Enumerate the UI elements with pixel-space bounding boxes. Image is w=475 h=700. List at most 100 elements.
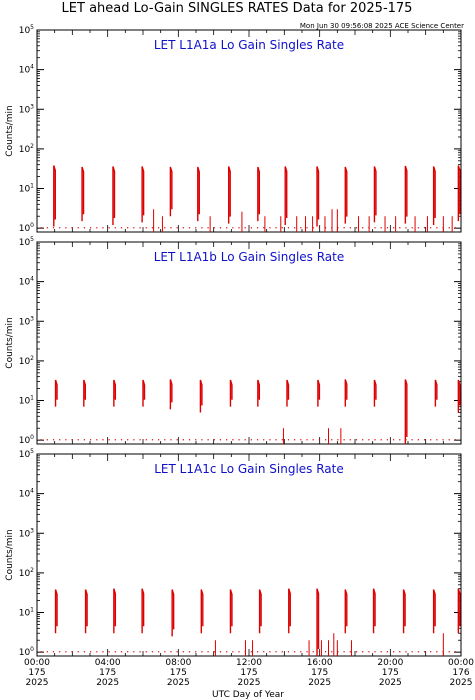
background-point [337, 651, 339, 653]
background-point [312, 439, 314, 441]
background-point [102, 439, 104, 441]
x-tick-label: 00:00 176 2025 [448, 658, 474, 688]
background-point [195, 227, 197, 229]
generation-timestamp: Mon Jun 30 09:56:08 2025 ACE Science Cen… [300, 22, 464, 30]
background-point [287, 227, 290, 229]
background-point [281, 651, 283, 653]
background-point [207, 439, 209, 441]
background-point [65, 651, 67, 653]
y-tick-label: 100 [19, 646, 34, 658]
background-point [71, 651, 73, 653]
figure-title: LET ahead Lo-Gain SINGLES RATES Data for… [62, 1, 413, 16]
background-point [170, 651, 172, 653]
background-point [232, 651, 234, 653]
background-point [417, 227, 419, 229]
background-point [158, 227, 160, 229]
y-tick-label: 104 [19, 276, 34, 288]
background-point [386, 439, 388, 441]
y-tick-label: 105 [19, 24, 34, 36]
background-point [448, 651, 450, 653]
burst-mark [372, 588, 376, 634]
burst-mark [257, 166, 261, 222]
background-point [219, 227, 222, 229]
burst-mark [141, 166, 145, 223]
background-point [250, 227, 252, 229]
burst-mark [54, 379, 58, 407]
background-point [263, 651, 265, 653]
burst-mark [229, 589, 233, 634]
burst-mark [316, 166, 320, 227]
background-point [374, 227, 376, 229]
background-point [423, 439, 426, 441]
background-point [368, 651, 370, 653]
background-point [411, 227, 413, 229]
background-point [318, 439, 320, 441]
background-point [318, 651, 320, 653]
background-point [40, 651, 42, 653]
background-point [182, 651, 184, 653]
x-tick-label: 08:00 175 2025 [165, 658, 191, 688]
background-point [380, 439, 382, 441]
background-point [133, 651, 135, 653]
background-point [411, 651, 413, 653]
y-tick-label: 102 [19, 355, 34, 367]
background-point [52, 439, 55, 441]
background-point [436, 227, 438, 229]
background-point [207, 227, 209, 229]
background-point [83, 227, 86, 229]
background-point [188, 227, 191, 229]
background-point [269, 439, 271, 441]
burst-mark [404, 379, 408, 444]
background-point [250, 651, 252, 653]
background-point [96, 439, 98, 441]
background-point [294, 651, 296, 653]
background-point [411, 439, 413, 441]
y-tick-label: 102 [19, 143, 34, 155]
background-point [127, 651, 129, 653]
background-point [182, 439, 184, 441]
background-point [368, 439, 370, 441]
x-tick-label: 04:00 175 2025 [95, 658, 121, 688]
background-point [108, 227, 110, 229]
burst-mark [317, 379, 321, 407]
plot-frame [36, 241, 462, 445]
background-point [40, 227, 42, 229]
background-point [256, 439, 259, 441]
chart-panel-3: LET L1A1c Lo Gain Singles Rate 100 101 102 1… [5, 448, 474, 688]
background-point [151, 227, 154, 229]
background-point [52, 651, 55, 653]
burst-mark [169, 166, 173, 217]
background-point [244, 439, 246, 441]
y-tick-label: 105 [19, 236, 34, 248]
background-point [195, 651, 197, 653]
background-point [127, 227, 129, 229]
background-point [331, 439, 333, 441]
background-point [430, 651, 432, 653]
burst-mark [53, 165, 56, 227]
background-point [151, 439, 154, 441]
y-axis-label: Counts/min [5, 317, 15, 368]
background-point [399, 227, 401, 229]
y-tick-label: 102 [19, 567, 34, 579]
background-point [343, 439, 345, 441]
background-point [96, 651, 98, 653]
burst-mark [257, 379, 261, 407]
background-point [312, 227, 314, 229]
background-point [213, 651, 215, 653]
background-point [52, 227, 55, 229]
y-tick-label: 101 [19, 607, 34, 619]
background-point [355, 227, 358, 229]
background-point [349, 651, 351, 653]
background-point [454, 439, 457, 441]
burst-mark [457, 588, 461, 634]
burst-mark [112, 166, 116, 226]
burst-mark [432, 166, 436, 226]
background-point [386, 227, 388, 229]
background-point [269, 227, 271, 229]
background-point [355, 439, 358, 441]
background-point [436, 439, 438, 441]
background-point [145, 439, 147, 441]
background-point [417, 439, 419, 441]
background-point [108, 439, 110, 441]
background-point [349, 227, 351, 229]
